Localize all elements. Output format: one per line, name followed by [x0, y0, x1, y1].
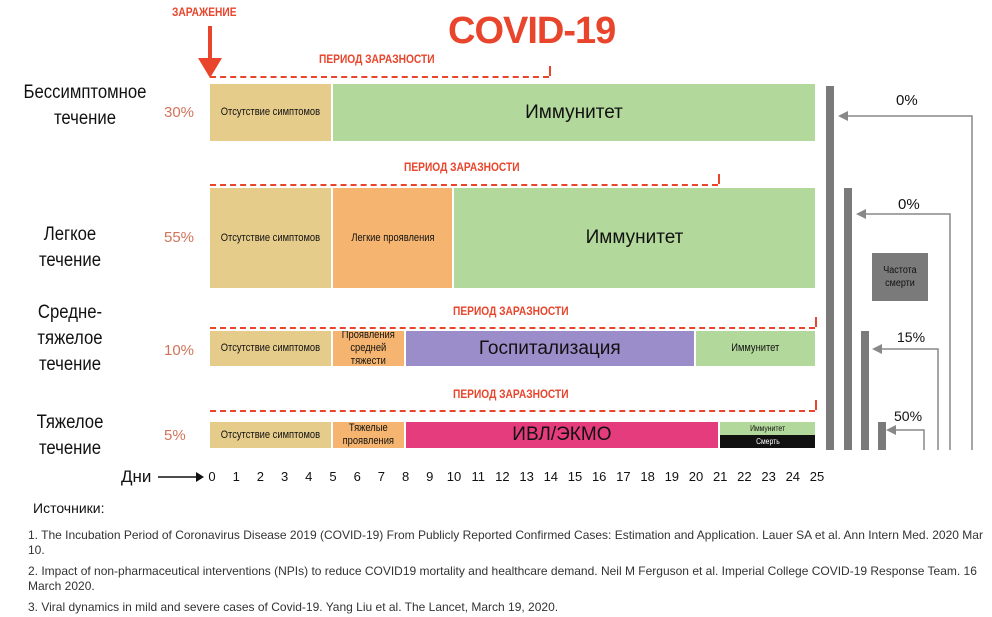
days-axis-label: Дни — [121, 467, 152, 486]
period-end-marker-mild — [718, 174, 721, 184]
day-tick-label: 14 — [543, 469, 559, 484]
phase-label-moderate-3: Иммунитет — [731, 342, 780, 354]
day-tick-label: 21 — [712, 469, 728, 484]
period-end-marker-moderate — [815, 317, 817, 327]
day-tick-label: 25 — [809, 469, 825, 484]
mortality-value-moderate: 15% — [897, 329, 926, 345]
phase-severe-immunity: Иммунитет — [720, 422, 815, 435]
row-label-mild: Легкое течение — [38, 224, 102, 271]
period-label-severe: ПЕРИОД ЗАРАЗНОСТИ — [452, 387, 569, 401]
phase-label-moderate-2: Госпитализация — [478, 337, 621, 359]
phase-label-asymptomatic-1: Иммунитет — [525, 101, 623, 123]
period-line-moderate — [210, 327, 815, 329]
day-tick-label: 6 — [353, 469, 361, 484]
chart-title: COVID-19 — [448, 10, 616, 52]
phase-label-mild-0: Отсутствие симптомов — [220, 231, 321, 244]
infection-label: ЗАРАЖЕНИЕ — [172, 5, 237, 19]
day-tick-label: 22 — [737, 469, 752, 484]
row-percent-severe: 5% — [164, 427, 186, 444]
phase-label-severe-immunity: Иммунитет — [750, 424, 786, 433]
day-tick-label: 19 — [664, 469, 680, 484]
day-tick-label: 3 — [280, 469, 289, 484]
phase-label-moderate-1: Проявления средней тяжести — [341, 331, 395, 366]
phase-mild-2: Иммунитет — [454, 188, 815, 288]
phase-mild-1: Легкие проявления — [333, 188, 452, 288]
day-tick-label: 4 — [305, 469, 313, 484]
day-tick-label: 12 — [495, 469, 510, 484]
period-line-mild — [210, 184, 719, 186]
day-tick-label: 0 — [208, 469, 216, 484]
phase-asymptomatic-0: Отсутствие симптомов — [210, 84, 331, 141]
phase-severe-2: ИВЛ/ЭКМО — [405, 422, 719, 448]
row-percent-moderate: 10% — [164, 342, 195, 359]
day-tick-label: 15 — [567, 469, 583, 484]
source-2: 2. Impact of non-pharmaceutical interven… — [28, 564, 977, 593]
day-tick-label: 10 — [446, 469, 462, 484]
phase-severe-1: Тяжелые проявления — [333, 422, 404, 448]
phase-label-mild-2: Иммунитет — [585, 227, 684, 248]
phase-severe-death: Смерть — [720, 435, 815, 448]
mortality-label: Частота смерти — [883, 265, 917, 289]
day-tick-label: 23 — [761, 469, 776, 484]
phase-asymptomatic-1: Иммунитет — [333, 84, 815, 141]
sources-heading: Источники: — [33, 500, 105, 516]
period-label-asymptomatic: ПЕРИОД ЗАРАЗНОСТИ — [319, 52, 435, 66]
day-tick-label: 20 — [688, 469, 704, 484]
row-label-moderate: Средне-тяжелое течение — [37, 302, 103, 375]
row-percent-asymptomatic: 30% — [164, 104, 195, 121]
period-end-marker-severe — [815, 400, 817, 410]
source-1: 1. The Incubation Period of Coronavirus … — [28, 528, 983, 557]
phase-moderate-1: Проявления средней тяжести — [333, 331, 404, 366]
phase-moderate-0: Отсутствие симптомов — [210, 331, 331, 366]
day-tick-label: 5 — [329, 469, 337, 484]
mortality-bar-mild — [844, 188, 852, 450]
mortality-bar-asymptomatic — [826, 86, 834, 450]
day-tick-label: 16 — [591, 469, 607, 484]
phase-label-severe-2: ИВЛ/ЭКМО — [512, 424, 612, 445]
mortality-label-box: Частота смерти — [872, 253, 928, 301]
phase-label-severe-1: Тяжелые проявления — [342, 422, 394, 447]
row-label-severe: Тяжелое течение — [36, 412, 104, 459]
phase-label-severe-death: Смерть — [755, 437, 780, 446]
row-label-asymptomatic: Бессимптомное течение — [23, 82, 147, 129]
day-tick-label: 1 — [232, 469, 240, 484]
mortality-value-mild: 0% — [898, 196, 920, 213]
infection-arrow-icon — [198, 26, 222, 78]
phase-severe-0: Отсутствие симптомов — [210, 422, 331, 448]
source-3: 3. Viral dynamics in mild and severe cas… — [28, 600, 559, 614]
phase-moderate-3: Иммунитет — [696, 331, 815, 366]
period-label-moderate: ПЕРИОД ЗАРАЗНОСТИ — [452, 304, 569, 318]
day-tick-label: 24 — [785, 469, 801, 484]
day-tick-label: 2 — [256, 469, 264, 484]
period-end-marker-asymptomatic — [548, 66, 551, 76]
phase-label-severe-0: Отсутствие симптомов — [220, 428, 321, 441]
period-label-mild: ПЕРИОД ЗАРАЗНОСТИ — [404, 160, 520, 174]
mortality-bar-moderate — [861, 331, 869, 450]
period-line-severe — [210, 410, 815, 412]
phase-label-moderate-0: Отсутствие симптомов — [220, 342, 321, 354]
day-tick-label: 8 — [401, 469, 410, 484]
days-axis-arrow-icon — [158, 472, 204, 482]
phase-label-mild-1: Легкие проявления — [350, 231, 435, 244]
mortality-value-severe: 50% — [894, 408, 923, 424]
day-tick-label: 13 — [519, 469, 534, 484]
day-tick-label: 7 — [377, 469, 385, 484]
day-tick-label: 17 — [616, 469, 631, 484]
mortality-bar-severe — [878, 422, 886, 450]
row-percent-mild: 55% — [164, 229, 195, 246]
period-line-asymptomatic — [210, 76, 549, 78]
phase-label-asymptomatic-0: Отсутствие симптомов — [220, 106, 321, 118]
day-tick-label: 9 — [426, 469, 434, 484]
mortality-value-asymptomatic: 0% — [896, 92, 918, 109]
phase-moderate-2: Госпитализация — [405, 331, 694, 366]
day-tick-label: 11 — [471, 469, 485, 484]
day-tick-label: 18 — [640, 469, 655, 484]
phase-mild-0: Отсутствие симптомов — [210, 188, 331, 288]
